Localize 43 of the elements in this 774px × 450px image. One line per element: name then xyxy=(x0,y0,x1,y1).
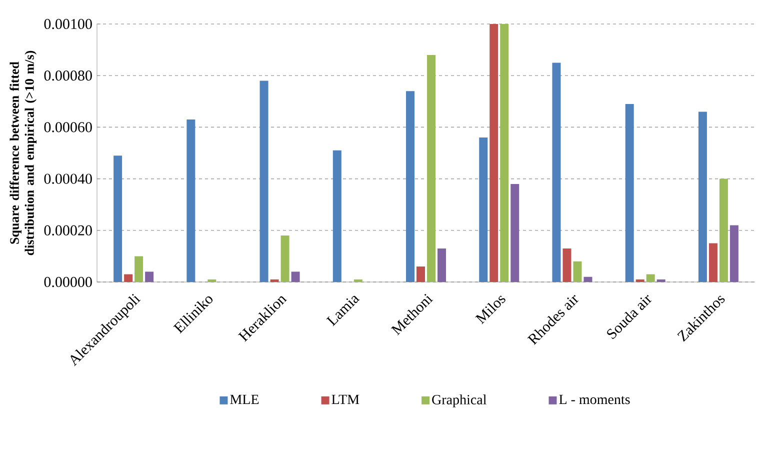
bar xyxy=(186,119,196,282)
y-tick-label: 0.00040 xyxy=(44,174,92,184)
bar xyxy=(416,266,425,282)
bar xyxy=(427,54,436,282)
bar xyxy=(490,24,498,282)
bar xyxy=(730,225,738,282)
legend-label: L - moments xyxy=(559,394,630,404)
legend-label: LTM xyxy=(332,394,360,404)
bar xyxy=(291,272,300,282)
bar xyxy=(625,104,634,282)
bar xyxy=(114,156,122,282)
bar xyxy=(479,138,488,282)
bar xyxy=(145,272,154,282)
bar xyxy=(573,261,582,282)
y-tick-label: 0.00100 xyxy=(44,18,92,30)
bar xyxy=(584,276,592,282)
bar xyxy=(562,248,572,282)
legend-label: MLE xyxy=(230,394,259,404)
bar xyxy=(708,243,718,282)
bar xyxy=(698,112,707,282)
bar xyxy=(354,279,362,282)
bar xyxy=(646,274,655,282)
y-tick-label: 0.00000 xyxy=(44,276,92,288)
legend-label: Graphical xyxy=(432,394,486,408)
y-tick-label: 0.00060 xyxy=(44,122,92,132)
bar xyxy=(406,91,414,282)
bar xyxy=(332,150,342,282)
bar xyxy=(656,279,666,282)
bar xyxy=(719,178,728,282)
y-tick-label: 0.00080 xyxy=(44,70,92,81)
bar xyxy=(552,62,561,282)
y-tick-label: 0.00020 xyxy=(44,225,92,236)
bar xyxy=(636,279,644,282)
bar xyxy=(510,184,520,282)
bar xyxy=(270,279,279,282)
bar xyxy=(260,80,268,282)
y-axis-title: Square difference between fitted distribution and empirical (>10 m/s) xyxy=(10,50,37,256)
bar xyxy=(500,24,509,282)
bar xyxy=(124,274,133,282)
bar xyxy=(280,236,290,282)
bar xyxy=(438,248,446,282)
bar xyxy=(208,279,216,282)
bar xyxy=(134,256,144,282)
